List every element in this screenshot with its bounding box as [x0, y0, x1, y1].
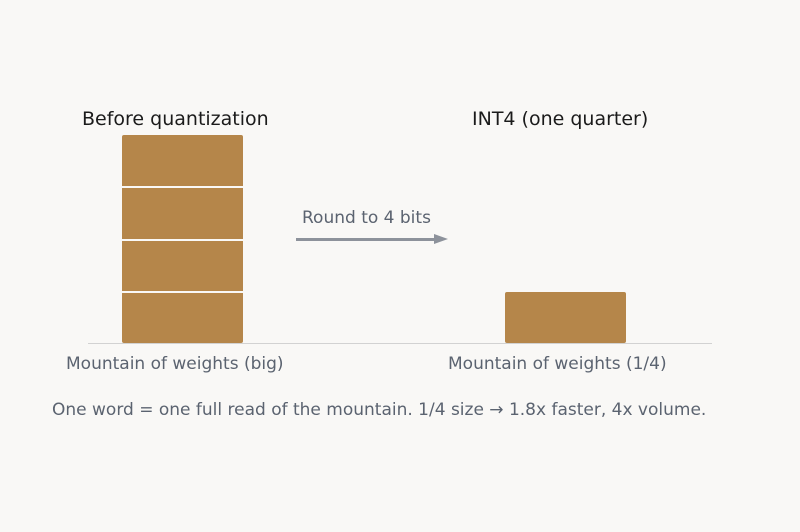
arrow-label: Round to 4 bits [302, 208, 431, 228]
block-divider [122, 239, 243, 241]
caption-left: Mountain of weights (big) [66, 354, 284, 374]
block-divider [122, 186, 243, 188]
weights-block-quarter [505, 292, 626, 343]
footnote: One word = one full read of the mountain… [52, 400, 707, 420]
block-divider [122, 291, 243, 293]
caption-right: Mountain of weights (1/4) [448, 354, 667, 374]
before-quantization-title: Before quantization [82, 108, 269, 130]
baseline [88, 343, 712, 344]
arrow-right-icon [434, 234, 448, 244]
int4-title: INT4 (one quarter) [472, 108, 649, 130]
arrow-line [296, 238, 436, 241]
